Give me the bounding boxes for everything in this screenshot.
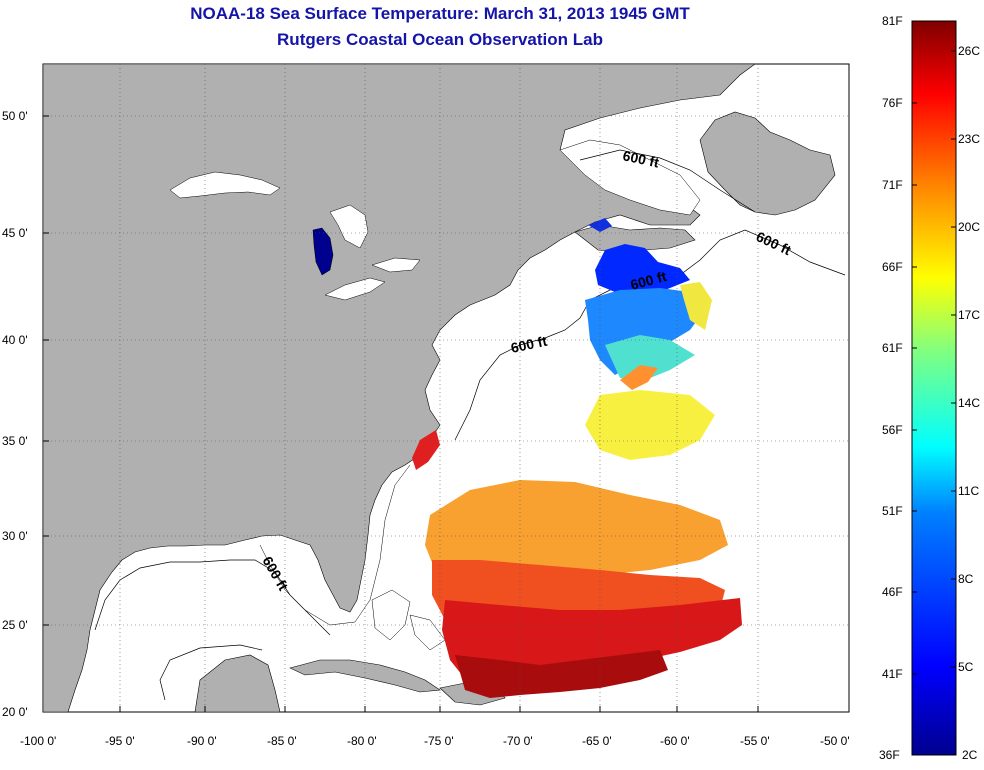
y-tick-label: 30 0' [2, 529, 28, 543]
y-tick-label: 35 0' [2, 434, 28, 448]
x-tick-label: -75 0' [424, 734, 454, 748]
st-lawrence-water [559, 139, 701, 216]
colorbar-f-label: 41F [882, 667, 903, 681]
contour-600ft-north [579, 149, 756, 213]
map-subtitle: Rutgers Coastal Ocean Observation Lab [277, 30, 603, 49]
colorbar-f-label: 61F [882, 341, 903, 355]
colorbar-ticks [912, 50, 956, 675]
sst-data-layer [412, 218, 742, 698]
florida-shelf [259, 464, 411, 626]
colorbar-f-label: 66F [882, 260, 903, 274]
colorbar-c-label: 11C [958, 484, 980, 498]
colorbar-f-label: 76F [882, 96, 903, 110]
sst-yellow-east [680, 282, 712, 330]
x-tick-label: -100 0' [20, 734, 57, 748]
colorbar-f-label: 81F [882, 14, 903, 28]
grid-lines [43, 64, 849, 712]
lake-michigan [312, 227, 334, 276]
map-title: NOAA-18 Sea Surface Temperature: March 3… [190, 4, 690, 23]
lake-superior [169, 171, 281, 199]
sst-orange-eddy [620, 365, 658, 390]
colorbar-c-label: 14C [958, 396, 981, 410]
lake-ontario [371, 257, 421, 273]
colorbar [911, 20, 957, 756]
yucatan-land [194, 654, 281, 712]
y-tick-label: 40 0' [2, 333, 28, 347]
y-tick-label: 25 0' [2, 618, 28, 632]
x-tick-label: -65 0' [582, 734, 612, 748]
x-tick-label: -90 0' [187, 734, 217, 748]
contour-600ft-gulf [94, 559, 331, 701]
lake-erie [324, 277, 386, 301]
contour-label-north: 600 ft [621, 147, 660, 170]
colorbar-c-label: 26C [958, 44, 981, 58]
colorbar-c-label: 17C [958, 308, 981, 322]
sst-coastal-red-strip [412, 430, 440, 470]
colorbar-c-label: 2C [962, 748, 978, 762]
x-tick-label: -60 0' [660, 734, 690, 748]
sst-dark-red-caribbean [455, 650, 668, 698]
sst-cyan-band [605, 335, 695, 380]
sst-cold-gulf-of-maine [595, 244, 690, 295]
lake-huron [329, 204, 369, 249]
colorbar-c-label: 20C [958, 220, 981, 234]
colorbar-c-label: 8C [958, 572, 974, 586]
colorbar-f-label: 51F [882, 504, 903, 518]
colorbar-f-label: 36F [879, 748, 900, 762]
colorbar-c-label: 5C [958, 660, 974, 674]
x-tick-label: -85 0' [267, 734, 297, 748]
x-tick-label: -80 0' [347, 734, 377, 748]
bahamas-outline [371, 589, 446, 651]
colorbar-f-label: 71F [882, 178, 903, 192]
y-tick-label: 20 0' [2, 705, 28, 719]
sst-yellow-slope [585, 390, 715, 460]
x-tick-label: -70 0' [503, 734, 533, 748]
newfoundland-land [699, 111, 836, 216]
colorbar-f-label: 46F [882, 585, 903, 599]
contour-label-midatlantic: 600 ft [509, 333, 548, 356]
colorbar-c-label: 23C [958, 132, 981, 146]
colorbar-f-label: 56F [882, 423, 903, 437]
y-tick-label: 50 0' [2, 109, 28, 123]
tick-marks [43, 115, 759, 712]
x-tick-label: -95 0' [105, 734, 135, 748]
sst-orange-stream [425, 480, 728, 585]
x-tick-label: -50 0' [820, 734, 850, 748]
contour-600ft-atlantic [454, 229, 846, 441]
x-tick-label: -55 0' [740, 734, 770, 748]
y-tick-label: 45 0' [2, 226, 28, 240]
